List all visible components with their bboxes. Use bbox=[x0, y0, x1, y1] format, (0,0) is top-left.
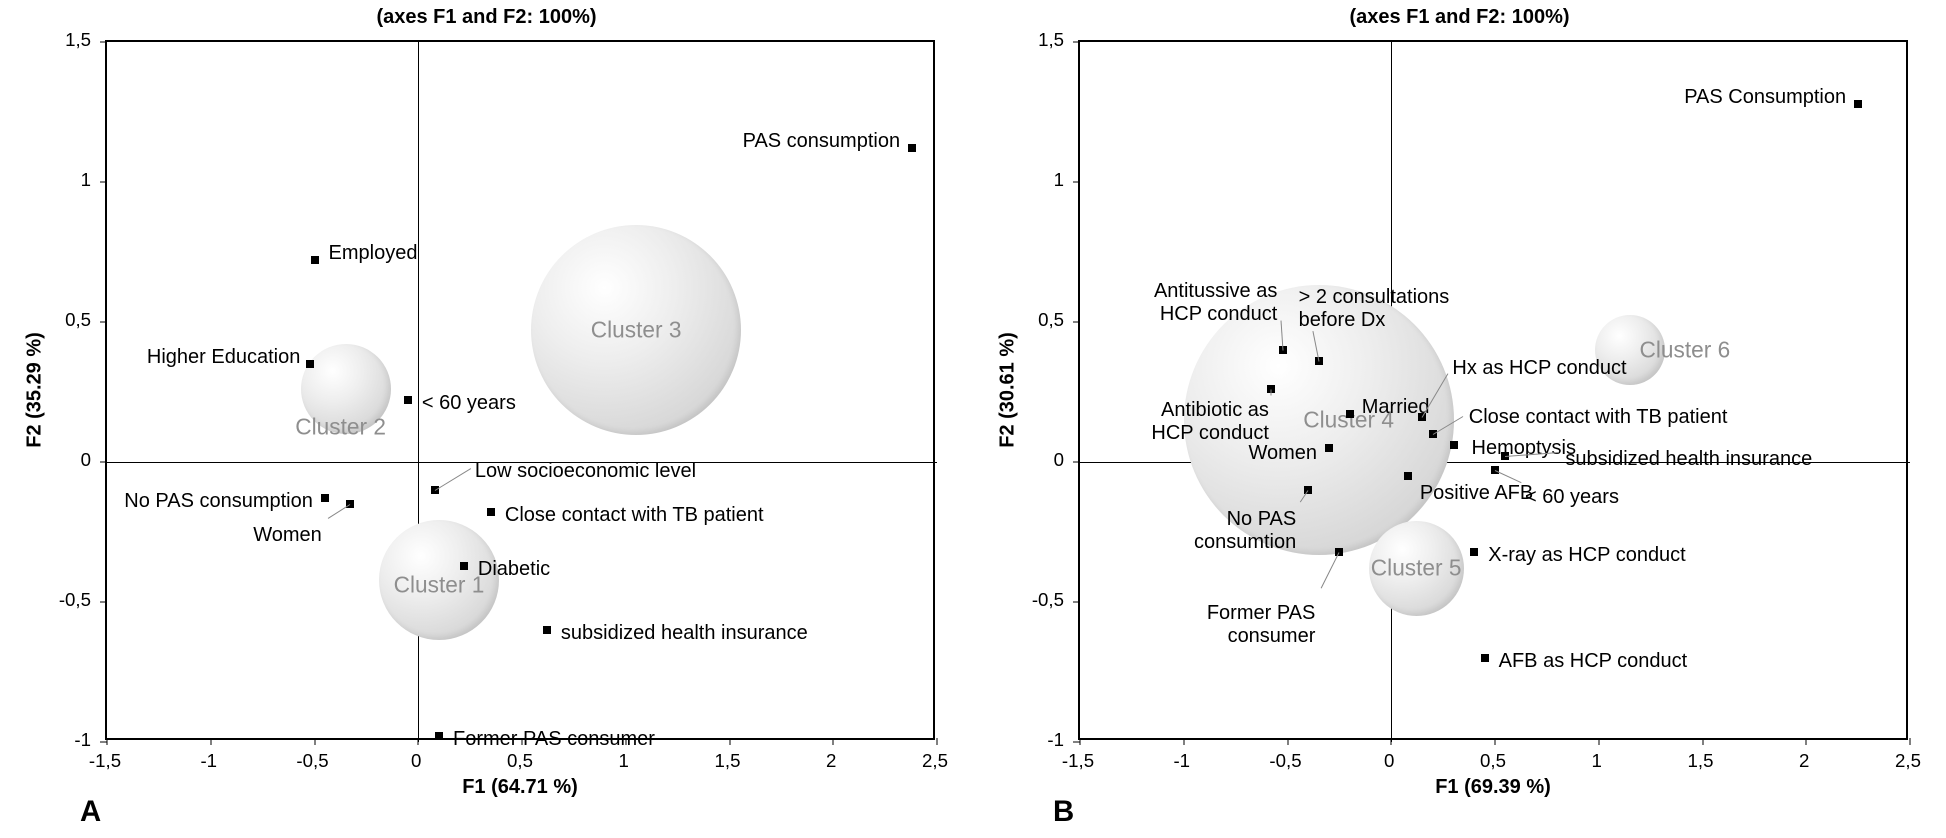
data-point-marker bbox=[1470, 548, 1478, 556]
x-tick-label: 1,5 bbox=[1688, 750, 1714, 772]
data-point-marker bbox=[543, 626, 551, 634]
data-point-marker bbox=[321, 494, 329, 502]
x-tick-label: 0 bbox=[1384, 750, 1394, 772]
x-axis-label: F1 (64.71 %) bbox=[462, 776, 578, 799]
x-tick-label: 0,5 bbox=[1480, 750, 1506, 772]
data-point-label: Higher Education bbox=[147, 346, 300, 369]
x-axis-label: F1 (69.39 %) bbox=[1435, 776, 1551, 799]
data-point-label: Antibiotic asHCP conduct bbox=[1099, 399, 1269, 445]
data-point-marker bbox=[435, 732, 443, 740]
panel-letter: A bbox=[80, 795, 101, 829]
data-point-marker bbox=[1450, 441, 1458, 449]
cluster-label: Cluster 1 bbox=[394, 571, 485, 598]
data-point-label: PAS Consumption bbox=[1684, 86, 1846, 109]
data-point-label: No PAS consumption bbox=[124, 490, 313, 513]
data-point-label: No PASconsumtion bbox=[1126, 508, 1296, 554]
panel-title: (axes F1 and F2: 100%) bbox=[0, 6, 973, 29]
data-point-marker bbox=[1854, 100, 1862, 108]
data-point-label: Positive AFB bbox=[1420, 482, 1533, 505]
figure: (axes F1 and F2: 100%) Cluster 1 Cluster 2… bbox=[0, 0, 1946, 838]
data-point-label: < 60 years bbox=[422, 392, 516, 415]
data-point-label: Hx as HCP conduct bbox=[1452, 357, 1626, 380]
panel-a: (axes F1 and F2: 100%) Cluster 1 Cluster 2… bbox=[0, 0, 973, 838]
data-point-label: Employed bbox=[329, 242, 418, 265]
plot-area: Cluster 4Cluster 5Cluster 6PAS Consumpti… bbox=[1078, 40, 1908, 740]
x-tick-label: -1,5 bbox=[1062, 750, 1094, 772]
x-tick-label: -1,5 bbox=[89, 750, 121, 772]
x-tick-label: 0 bbox=[411, 750, 421, 772]
x-tick-label: 2,5 bbox=[922, 750, 948, 772]
data-point-label: Close contact with TB patient bbox=[505, 504, 764, 527]
x-tick-label: -1 bbox=[1173, 750, 1190, 772]
x-tick-label: 2,5 bbox=[1895, 750, 1921, 772]
panel-letter: B bbox=[1053, 795, 1074, 829]
data-point-marker bbox=[1481, 654, 1489, 662]
data-point-marker bbox=[1346, 410, 1354, 418]
x-tick-label: 2 bbox=[1799, 750, 1809, 772]
panel-b: (axes F1 and F2: 100%)Cluster 4Cluster 5… bbox=[973, 0, 1946, 838]
x-tick-label: -0,5 bbox=[1269, 750, 1301, 772]
leader-line bbox=[1270, 390, 1271, 396]
data-point-marker bbox=[1404, 472, 1412, 480]
data-point-marker bbox=[404, 396, 412, 404]
leader-line bbox=[435, 468, 472, 491]
data-point-label: > 2 consultationsbefore Dx bbox=[1299, 286, 1469, 332]
data-point-marker bbox=[460, 562, 468, 570]
y-axis-label: F2 (30.61 %) bbox=[997, 332, 1020, 448]
x-tick-label: 2 bbox=[826, 750, 836, 772]
cluster-label: Cluster 2 bbox=[295, 414, 386, 441]
data-point-marker bbox=[306, 360, 314, 368]
cluster-label: Cluster 5 bbox=[1371, 555, 1462, 582]
data-point-label: Diabetic bbox=[478, 558, 550, 581]
data-point-label: Women bbox=[253, 524, 322, 547]
cluster-label: Cluster 3 bbox=[591, 317, 682, 344]
data-point-label: Former PASconsumer bbox=[1145, 602, 1315, 648]
data-point-marker bbox=[908, 144, 916, 152]
data-point-label: PAS consumption bbox=[743, 130, 901, 153]
data-point-label: Close contact with TB patient bbox=[1469, 406, 1728, 429]
leader-line bbox=[1321, 552, 1340, 588]
data-point-marker bbox=[487, 508, 495, 516]
panel-title: (axes F1 and F2: 100%) bbox=[973, 6, 1946, 29]
data-point-label: Low socioeconomic level bbox=[475, 460, 696, 483]
data-point-marker bbox=[1325, 444, 1333, 452]
data-point-label: Hemoptysis bbox=[1472, 437, 1576, 460]
zero-line-vertical bbox=[418, 42, 420, 742]
data-point-label: subsidized health insurance bbox=[561, 622, 808, 645]
data-point-label: subsidized health insurance bbox=[1565, 448, 1812, 471]
data-point-label: Antitussive asHCP conduct bbox=[1107, 280, 1277, 326]
data-point-label: Former PAS consumer bbox=[453, 728, 655, 751]
x-tick-label: -1 bbox=[200, 750, 217, 772]
data-point-label: AFB as HCP conduct bbox=[1499, 650, 1688, 673]
y-axis-label: F2 (35.29 %) bbox=[24, 332, 47, 448]
data-point-label: Women bbox=[1248, 442, 1317, 465]
cluster-label: Cluster 6 bbox=[1640, 337, 1731, 364]
data-point-label: < 60 years bbox=[1525, 486, 1619, 509]
leader-line bbox=[328, 504, 351, 519]
plot-area: Cluster 1 Cluster 2 Cluster 3 PAS consumpti… bbox=[105, 40, 935, 740]
x-tick-label: 0,5 bbox=[507, 750, 533, 772]
data-point-marker bbox=[311, 256, 319, 264]
x-tick-label: 1 bbox=[1592, 750, 1602, 772]
x-tick-label: -0,5 bbox=[296, 750, 328, 772]
x-tick-label: 1 bbox=[619, 750, 629, 772]
data-point-label: X-ray as HCP conduct bbox=[1488, 544, 1686, 567]
x-tick-label: 1,5 bbox=[715, 750, 741, 772]
